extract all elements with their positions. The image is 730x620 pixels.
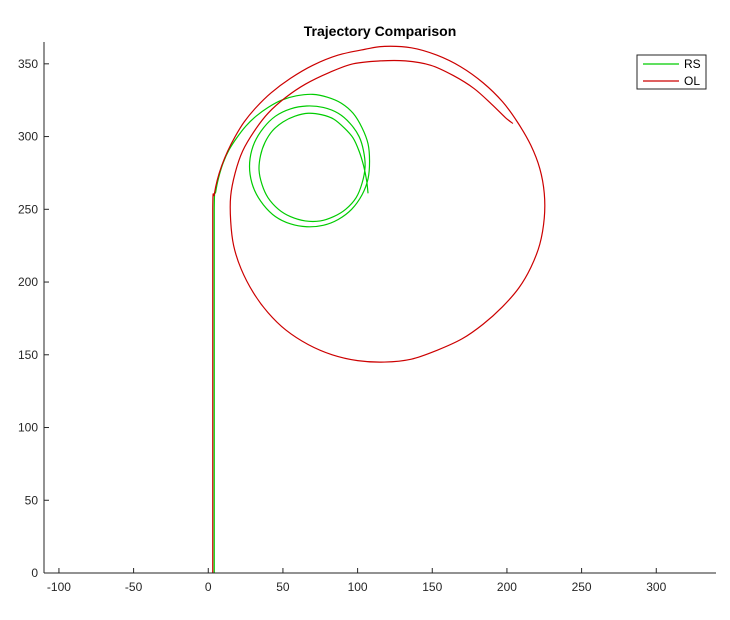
legend-box	[636, 54, 707, 90]
y-tick-label: 50	[25, 493, 39, 507]
y-ticks: 0 50 100 150 200 250 300 350	[18, 57, 49, 580]
x-tick-label: 0	[205, 580, 212, 594]
series-layer	[212, 45, 546, 573]
y-tick-label: 250	[18, 202, 38, 216]
x-tick-label: 150	[422, 580, 442, 594]
y-tick-label: 300	[18, 130, 38, 144]
legend: RS OL	[636, 54, 707, 90]
x-ticks: -100 -50 0 50 100 150 200 250 300	[47, 568, 667, 594]
x-tick-label: 200	[497, 580, 517, 594]
x-tick-label: 300	[646, 580, 666, 594]
legend-label-ol: OL	[684, 74, 700, 88]
series-line-rs	[213, 93, 371, 573]
y-tick-label: 100	[18, 421, 38, 435]
x-tick-label: 250	[572, 580, 592, 594]
y-tick-label: 350	[18, 57, 38, 71]
legend-label-rs: RS	[684, 57, 701, 71]
x-tick-label: -50	[125, 580, 143, 594]
y-tick-label: 200	[18, 275, 38, 289]
series-line-ol	[212, 45, 546, 573]
chart-title: Trajectory Comparison	[304, 23, 457, 39]
x-tick-label: 50	[276, 580, 290, 594]
y-tick-label: 150	[18, 348, 38, 362]
x-tick-label: -100	[47, 580, 71, 594]
x-tick-label: 100	[348, 580, 368, 594]
y-tick-label: 0	[31, 566, 38, 580]
axes-background	[44, 42, 716, 573]
